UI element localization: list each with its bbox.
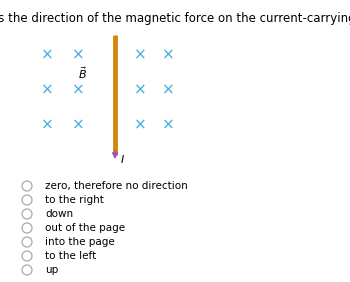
Text: I: I: [121, 155, 124, 165]
Text: ×: ×: [41, 47, 53, 63]
Text: ×: ×: [162, 47, 174, 63]
Text: to the right: to the right: [45, 195, 104, 205]
Text: ×: ×: [72, 118, 84, 133]
Text: ×: ×: [41, 118, 53, 133]
Text: ×: ×: [134, 47, 146, 63]
Text: into the page: into the page: [45, 237, 115, 247]
Text: ×: ×: [72, 47, 84, 63]
Text: ×: ×: [162, 118, 174, 133]
Text: ×: ×: [134, 118, 146, 133]
Text: What is the direction of the magnetic force on the current-carrying wire?: What is the direction of the magnetic fo…: [0, 12, 350, 25]
Text: out of the page: out of the page: [45, 223, 125, 233]
Text: zero, therefore no direction: zero, therefore no direction: [45, 181, 188, 191]
Text: to the left: to the left: [45, 251, 96, 261]
Text: up: up: [45, 265, 58, 275]
Text: down: down: [45, 209, 73, 219]
Text: ×: ×: [134, 83, 146, 98]
Text: $\vec{B}$: $\vec{B}$: [78, 65, 87, 81]
Text: ×: ×: [72, 83, 84, 98]
Text: ×: ×: [41, 83, 53, 98]
Text: ×: ×: [162, 83, 174, 98]
